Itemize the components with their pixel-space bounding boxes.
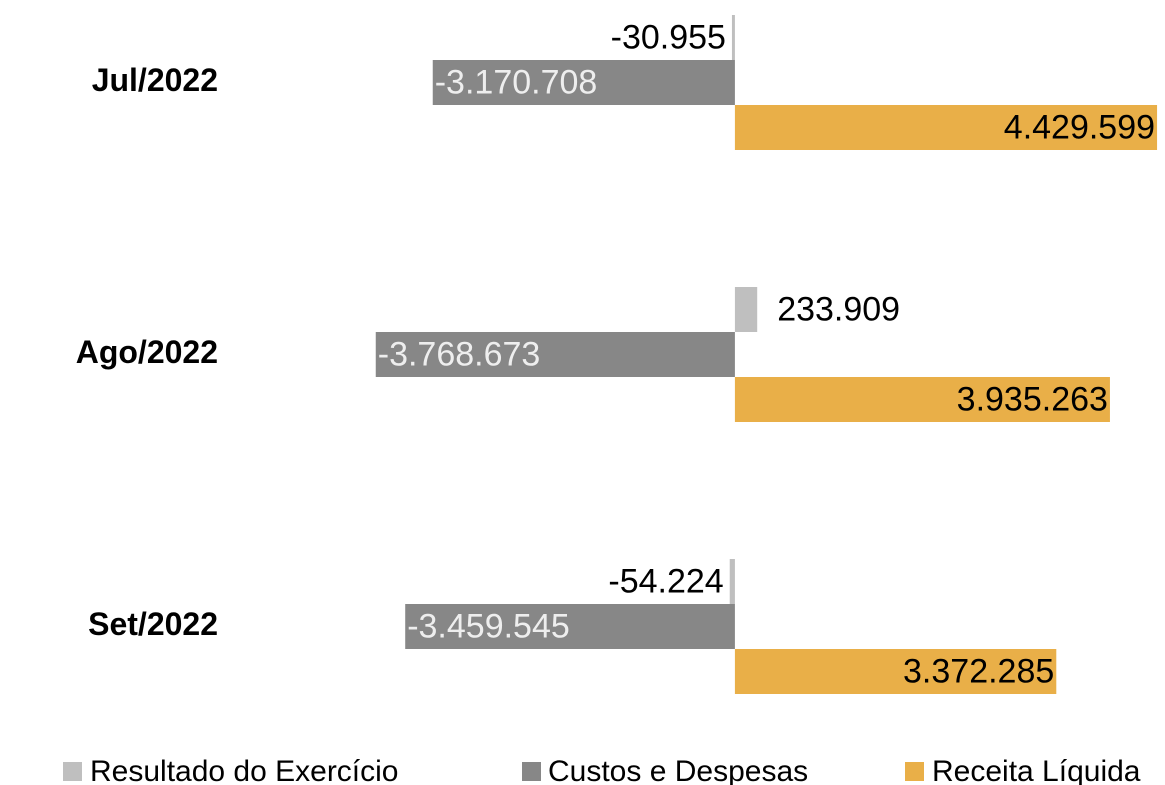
value-label: -54.224 xyxy=(608,562,723,600)
category-label: Jul/2022 xyxy=(92,62,218,98)
bar xyxy=(734,649,1057,694)
value-label: 3.372.285 xyxy=(903,652,1054,690)
bar xyxy=(731,15,735,60)
bar xyxy=(729,559,735,604)
bar xyxy=(405,604,735,649)
legend-swatch xyxy=(63,762,82,781)
bar xyxy=(734,377,1110,422)
value-label: -3.459.545 xyxy=(407,607,570,645)
value-label: -30.955 xyxy=(611,18,726,56)
value-label: 233.909 xyxy=(777,290,900,328)
value-label: -3.768.673 xyxy=(378,335,541,373)
category-label: Set/2022 xyxy=(88,606,218,642)
value-label: 3.935.263 xyxy=(957,380,1108,418)
legend-label: Custos e Despesas xyxy=(548,755,808,785)
bar xyxy=(432,60,735,105)
value-label: -3.170.708 xyxy=(435,63,598,101)
legend-swatch xyxy=(522,762,541,781)
bar xyxy=(734,287,758,332)
bar xyxy=(375,332,735,377)
legend-label: Resultado do Exercício xyxy=(90,755,399,785)
legend-label: Receita Líquida xyxy=(932,755,1141,785)
bar xyxy=(734,105,1158,150)
legend-swatch xyxy=(905,762,924,781)
value-label: 4.429.599 xyxy=(1004,108,1155,146)
category-label: Ago/2022 xyxy=(76,334,218,370)
